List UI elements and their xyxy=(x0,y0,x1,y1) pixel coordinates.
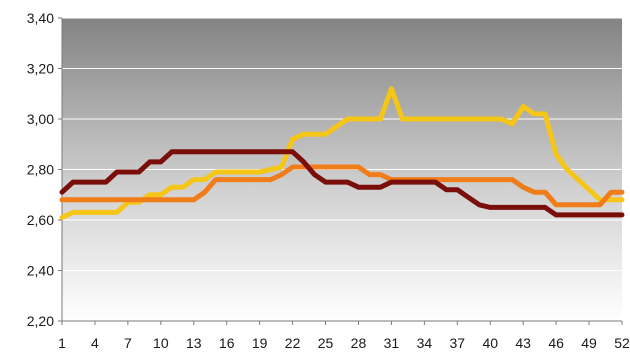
y-tick-label: 3,40 xyxy=(27,10,54,26)
x-tick-label: 46 xyxy=(548,335,564,351)
axes xyxy=(58,17,623,325)
y-tick-label: 3,00 xyxy=(27,111,54,127)
x-tick-label: 1 xyxy=(58,335,66,351)
x-tick-label: 34 xyxy=(417,335,433,351)
x-tick-label: 40 xyxy=(482,335,498,351)
y-tick-label: 2,80 xyxy=(27,162,54,178)
series-line-3 xyxy=(59,149,625,218)
x-tick-label: 13 xyxy=(186,335,202,351)
y-tick-label: 2,60 xyxy=(27,212,54,228)
y-tick-label: 3,20 xyxy=(27,61,54,77)
x-tick-label: 37 xyxy=(450,335,466,351)
x-tick-label: 7 xyxy=(124,335,132,351)
x-tick-label: 31 xyxy=(384,335,400,351)
x-tick-labels: 1 4 7 10 13 16 19 22 25 28 31 34 37 40 43 46 49 52 xyxy=(58,335,630,351)
x-tick-label: 52 xyxy=(614,335,630,351)
x-tick-label: 28 xyxy=(351,335,367,351)
x-tick-label: 22 xyxy=(285,335,301,351)
y-tick-label: 2,40 xyxy=(27,263,54,279)
x-tick-label: 4 xyxy=(91,335,99,351)
series-line-2 xyxy=(59,164,625,208)
x-tick-label: 19 xyxy=(252,335,268,351)
y-tick-label: 2,20 xyxy=(27,313,54,329)
x-tick-label: 25 xyxy=(318,335,334,351)
x-tick-label: 16 xyxy=(219,335,235,351)
series-line-1 xyxy=(59,86,625,220)
x-tick-label: 49 xyxy=(581,335,597,351)
series-lines xyxy=(59,86,625,220)
x-tick-label: 10 xyxy=(153,335,169,351)
x-tick-label: 43 xyxy=(515,335,531,351)
y-tick-labels: 2,20 2,40 2,60 2,80 3,00 3,20 3,40 xyxy=(27,10,54,329)
